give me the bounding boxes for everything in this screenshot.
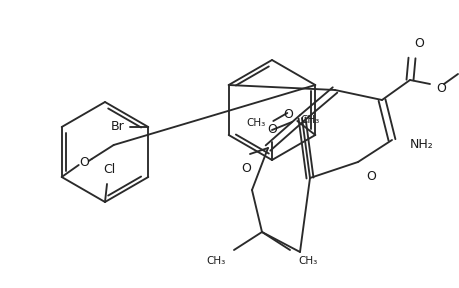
Text: O: O (241, 162, 251, 175)
Text: O: O (365, 170, 375, 183)
Text: CH₃: CH₃ (299, 115, 319, 125)
Text: CH₃: CH₃ (246, 118, 265, 128)
Text: O: O (413, 37, 423, 50)
Text: NH₂: NH₂ (409, 137, 433, 151)
Text: O: O (435, 82, 445, 94)
Text: CH₃: CH₃ (206, 256, 225, 266)
Text: O: O (283, 109, 293, 122)
Text: O: O (78, 156, 89, 170)
Text: Cl: Cl (103, 163, 115, 176)
Text: CH₃: CH₃ (297, 256, 317, 266)
Text: O: O (267, 123, 276, 136)
Text: Br: Br (110, 120, 124, 134)
